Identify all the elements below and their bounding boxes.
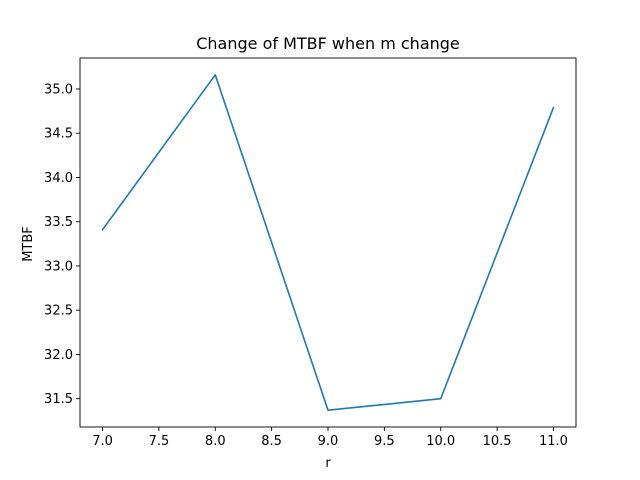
- x-tick-label: 10.0: [426, 434, 455, 449]
- axes-frame: [79, 57, 577, 428]
- y-tick-label: 33.5: [44, 215, 73, 230]
- x-tick-label: 7.5: [149, 434, 170, 449]
- y-tick-label: 32.0: [44, 348, 73, 363]
- x-tick-label: 9.5: [374, 434, 395, 449]
- x-tick-label: 9.0: [318, 434, 339, 449]
- series-line-0: [101, 74, 555, 411]
- y-tick-label: 35.0: [44, 82, 73, 97]
- y-tick-label: 33.0: [44, 259, 73, 274]
- x-tick-label: 10.5: [483, 434, 512, 449]
- y-axis-label: MTBF: [21, 226, 36, 262]
- x-tick-label: 8.5: [261, 434, 282, 449]
- x-tick-label: 11.0: [539, 434, 568, 449]
- y-tick-label: 34.5: [44, 127, 73, 142]
- x-tick-label: 8.0: [205, 434, 226, 449]
- plot-area: 7.0 7.5 8.0 8.5 9.0 9.5 10.0 10.5 11.0 31.5 32.0 32…: [44, 57, 577, 449]
- y-tick-label: 31.5: [44, 392, 73, 407]
- x-tick-label: 7.0: [92, 434, 113, 449]
- y-tick-label: 32.5: [44, 304, 73, 319]
- chart-title: Change of MTBF when m change: [196, 34, 460, 53]
- x-axis-label: r: [325, 456, 331, 471]
- y-tick-label: 34.0: [44, 171, 73, 186]
